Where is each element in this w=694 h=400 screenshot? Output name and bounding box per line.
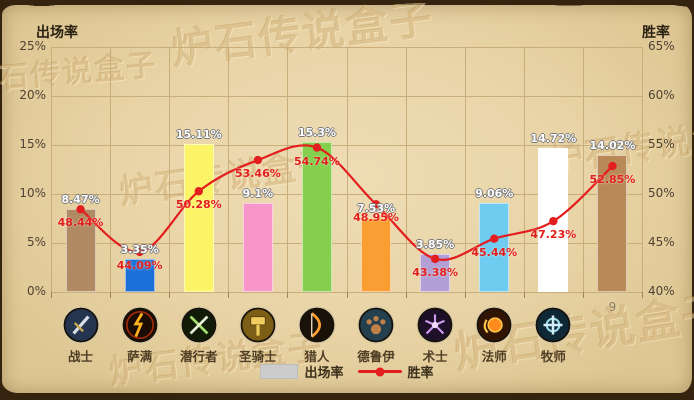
x-axis-tick [287, 292, 289, 298]
legend-play-rate[interactable]: 出场率 [260, 362, 344, 381]
gridline-vertical [51, 47, 52, 292]
play-rate-value-label: 15.3% [297, 126, 337, 140]
category-label: 萨满 [127, 349, 153, 364]
win-rate-value-label: 47.23% [530, 228, 577, 242]
druid-claw-icon [357, 306, 395, 344]
category-label: 术士 [422, 349, 448, 364]
x-axis-tick [346, 292, 348, 298]
left-axis-tick: 0% [26, 284, 46, 298]
gridline-vertical [405, 47, 407, 292]
win-rate-value-label: 48.44% [57, 216, 104, 230]
warlock-fel-icon [416, 306, 454, 344]
right-axis-tick: 50% [648, 186, 675, 200]
right-axis-tick: 65% [648, 39, 675, 53]
torn-edge-bottom [0, 388, 694, 400]
play-rate-value-label: 14.02% [589, 138, 636, 152]
gridline-vertical [228, 47, 230, 292]
hunter-bow-icon [298, 306, 336, 344]
right-axis-tick: 45% [648, 235, 675, 249]
play-rate-value-label: 3.35% [120, 243, 159, 257]
gridline-vertical [346, 47, 348, 292]
x-axis-tick [523, 292, 525, 298]
left-axis-tick: 20% [19, 88, 46, 102]
x-axis-tick [582, 292, 584, 298]
mage-fireball-icon [475, 306, 513, 344]
play-rate-bar[interactable] [242, 202, 273, 292]
rogue-daggers-icon [180, 306, 218, 344]
left-axis-tick: 5% [26, 235, 46, 249]
play-rate-value-label: 14.72% [530, 131, 577, 145]
paladin-hammer-icon [239, 306, 277, 344]
category-label: 战士 [68, 349, 94, 364]
left-axis-tick: 25% [19, 39, 46, 53]
legend-win-rate-label: 胜率 [407, 366, 434, 381]
play-rate-swatch [260, 364, 299, 379]
win-rate-value-label: 53.46% [234, 167, 281, 181]
gridline-vertical [287, 47, 289, 292]
win-rate-value-label: 48.95% [353, 211, 399, 225]
play-rate-value-label: 3.85% [416, 238, 455, 252]
x-axis-tick [464, 292, 466, 298]
play-rate-value-label: 15.11% [175, 127, 222, 141]
left-axis-title: 出场率 [36, 25, 78, 41]
category-label: 圣骑士 [239, 349, 277, 364]
play-rate-value-label: 9.06% [475, 187, 514, 201]
x-axis-tick [642, 292, 643, 298]
right-axis-tick: 55% [648, 137, 675, 151]
left-axis-tick: 15% [19, 137, 46, 151]
gridline-vertical [464, 47, 466, 292]
play-rate-bar[interactable] [361, 218, 392, 292]
right-axis-tick: 60% [648, 88, 675, 102]
legend-win-rate[interactable]: 胜率 [357, 362, 434, 381]
win-rate-value-label: 52.85% [589, 173, 636, 187]
torn-edge-top [0, 0, 694, 12]
win-rate-value-label: 43.38% [412, 265, 459, 279]
category-label: 德鲁伊 [357, 349, 395, 364]
gridline-vertical [110, 47, 112, 292]
win-rate-value-label: 44.09% [116, 258, 163, 272]
x-axis-tick [51, 292, 52, 298]
gridline-vertical [582, 47, 584, 292]
win-rate-value-label: 54.74% [294, 154, 340, 168]
gridline-vertical [169, 47, 171, 292]
win-rate-value-label: 50.28% [175, 198, 222, 212]
x-axis-tick [169, 292, 171, 298]
priest-holy-icon [534, 306, 573, 344]
play-rate-bar[interactable] [538, 147, 569, 292]
play-rate-value-label: 9.1% [242, 186, 274, 200]
legend-play-rate-label: 出场率 [304, 366, 344, 381]
win-rate-value-label: 45.44% [471, 245, 518, 259]
gridline-vertical [642, 47, 643, 292]
x-axis-tick [110, 292, 112, 298]
warrior-sword-icon [61, 306, 100, 344]
category-label: 9 [608, 300, 617, 314]
right-axis-tick: 40% [648, 284, 675, 298]
legend: 出场率 胜率 [0, 362, 694, 381]
gridline-vertical [523, 47, 525, 292]
play-rate-bar[interactable] [183, 143, 214, 292]
shaman-lightning-icon [120, 306, 159, 344]
play-rate-value-label: 8.47% [61, 192, 100, 206]
x-axis-tick [405, 292, 407, 298]
x-axis-tick [228, 292, 230, 298]
category-label: 潜行者 [179, 349, 218, 364]
category-label: 法师 [481, 349, 507, 364]
win-rate-line-swatch [357, 367, 402, 376]
left-axis-tick: 10% [19, 186, 46, 200]
right-axis-title: 胜率 [642, 25, 670, 41]
category-label: 牧师 [540, 349, 566, 364]
category-label: 猎人 [304, 349, 330, 364]
